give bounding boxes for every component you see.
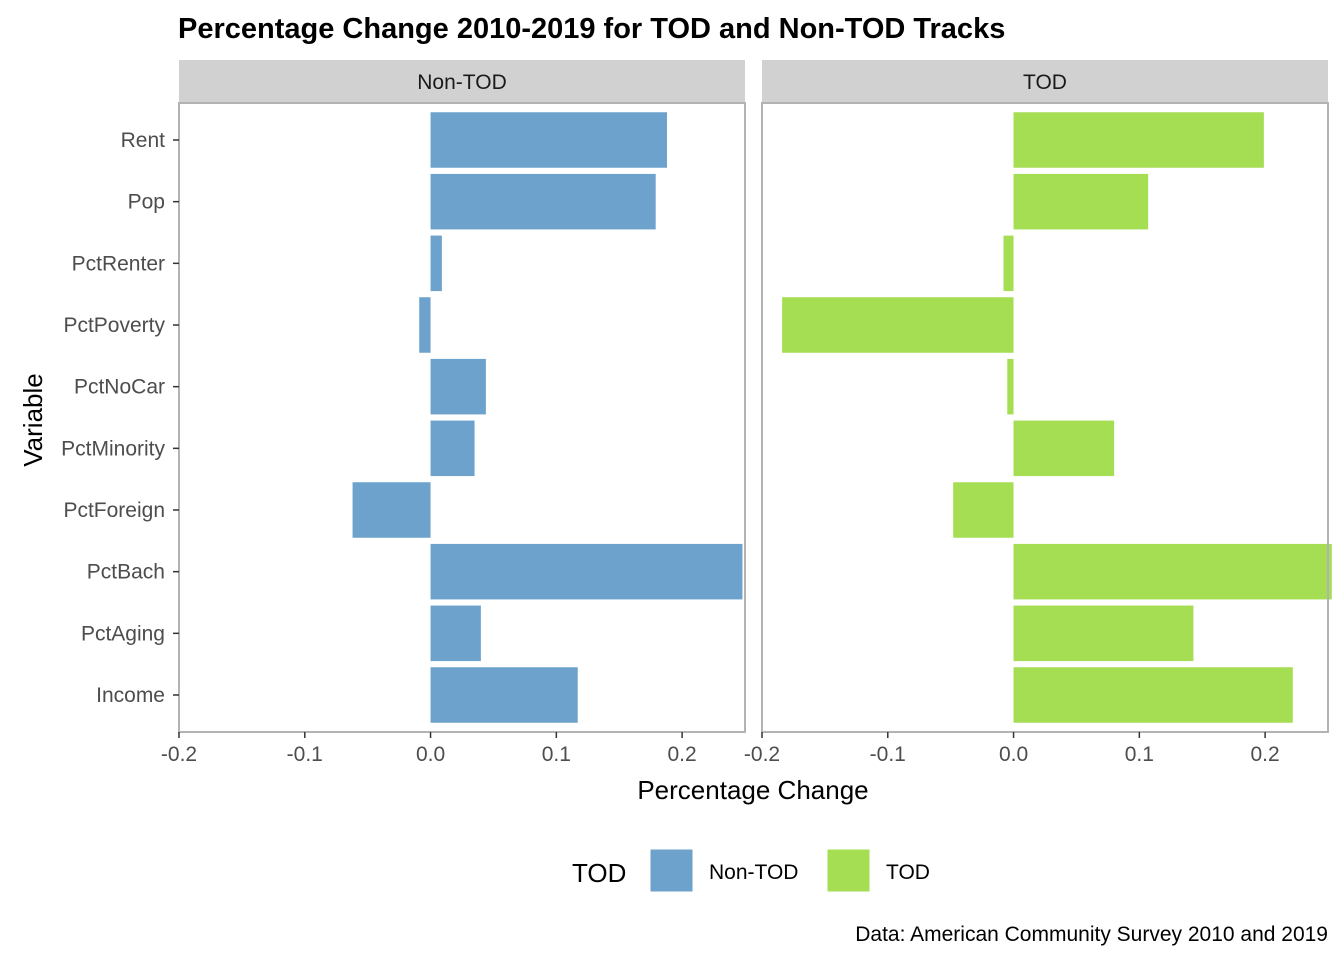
- x-tick-label: 0.0: [999, 743, 1028, 766]
- x-tick-label: -0.1: [287, 743, 323, 766]
- bar: [782, 297, 1014, 353]
- x-tick-label: 0.0: [416, 743, 445, 766]
- bar: [430, 605, 481, 662]
- facet-strip-label: Non-TOD: [417, 71, 506, 94]
- bar: [430, 235, 442, 292]
- legend-label: Non-TOD: [709, 861, 798, 884]
- bar: [430, 112, 668, 168]
- x-tick-label: -0.1: [870, 743, 906, 766]
- panel-border: [178, 102, 746, 733]
- bar: [430, 667, 578, 723]
- y-tick-label: PctBach: [87, 561, 165, 584]
- legend-title: TOD: [572, 858, 626, 888]
- facet-panel: Non-TOD: [178, 60, 746, 733]
- x-tick-label: -0.2: [744, 743, 780, 766]
- x-axis-title: Percentage Change: [637, 775, 868, 805]
- x-tick-label: 0.1: [1125, 743, 1154, 766]
- bar: [352, 482, 431, 538]
- y-tick-label: PctPoverty: [63, 314, 165, 337]
- y-tick-label: PctForeign: [63, 499, 165, 522]
- x-tick-label: 0.1: [542, 743, 571, 766]
- panel-border: [761, 102, 1329, 733]
- bar: [1003, 235, 1014, 292]
- x-tick-label: -0.2: [161, 743, 197, 766]
- bar: [419, 297, 431, 353]
- y-axis-title: Variable: [18, 373, 48, 466]
- y-axis-ticks: Rent Pop PctRenter PctPoverty PctNoCar PctMin…: [61, 129, 179, 707]
- legend-label: TOD: [886, 861, 930, 884]
- bar: [430, 358, 486, 415]
- bar: [1007, 358, 1014, 415]
- bar: [1013, 420, 1115, 477]
- x-tick-label: 0.2: [668, 743, 697, 766]
- bar: [1013, 173, 1149, 230]
- x-axis-ticks: -0.2 -0.1 0.0 0.1 0.2 -0.2 -0.1 0.0 0.1 0.2: [161, 732, 1280, 766]
- facet-panel: TOD: [761, 60, 1332, 733]
- bar: [1013, 543, 1332, 600]
- y-tick-label: PctNoCar: [74, 376, 165, 399]
- bar: [953, 482, 1014, 538]
- bar: [1013, 605, 1194, 662]
- facet-panels: Non-TOD TOD: [178, 60, 1332, 733]
- bar: [1013, 112, 1264, 168]
- legend-key: [649, 848, 694, 893]
- bar: [430, 173, 656, 230]
- chart-title: Percentage Change 2010-2019 for TOD and …: [178, 13, 1005, 45]
- bar: [430, 543, 743, 600]
- bar: [430, 420, 475, 477]
- facet-strip-label: TOD: [1023, 71, 1067, 94]
- y-tick-label: PctAging: [81, 622, 165, 645]
- y-tick-label: PctMinority: [61, 437, 165, 460]
- bar: [1013, 667, 1293, 723]
- y-tick-label: Income: [96, 684, 165, 707]
- y-tick-label: PctRenter: [72, 252, 165, 275]
- legend-key: [826, 848, 871, 893]
- facet-strip: [762, 60, 1328, 103]
- facet-strip: [179, 60, 745, 103]
- chart-caption: Data: American Community Survey 2010 and…: [855, 923, 1328, 946]
- legend: TOD Non-TOD TOD: [572, 848, 930, 893]
- y-tick-label: Pop: [128, 191, 165, 214]
- y-tick-label: Rent: [121, 129, 166, 152]
- x-tick-label: 0.2: [1251, 743, 1280, 766]
